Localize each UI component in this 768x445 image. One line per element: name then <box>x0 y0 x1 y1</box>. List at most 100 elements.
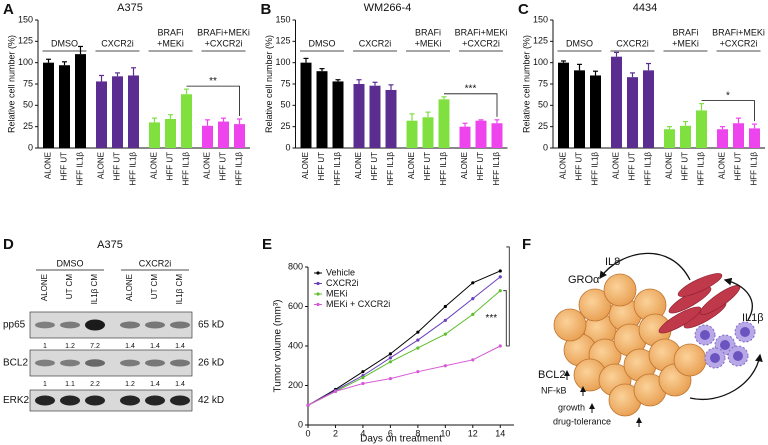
bar <box>300 62 312 148</box>
point <box>361 370 365 374</box>
lane-label: ALONE <box>125 274 134 301</box>
blot-row-label: pp65 <box>3 320 26 331</box>
panel-label: F <box>522 236 531 253</box>
blot-band <box>170 395 190 406</box>
legend-marker <box>316 281 320 286</box>
x-tick-label: HFF IL1β <box>235 152 244 186</box>
bar <box>43 62 54 148</box>
point <box>443 318 447 322</box>
chart-title: 4434 <box>633 2 657 14</box>
x-tick-label: 0 <box>305 428 310 438</box>
blot-band <box>35 321 55 329</box>
chart-title: A375 <box>117 2 143 14</box>
blot-band <box>120 359 140 367</box>
x-tick-label: 8 <box>415 428 420 438</box>
point <box>443 364 447 368</box>
blot-band <box>170 359 190 367</box>
group-label: DMSO <box>309 38 336 48</box>
x-tick-label: HFF IL1β <box>750 152 759 186</box>
bar <box>627 77 638 148</box>
bar <box>165 118 176 148</box>
x-tick-label: ALONE <box>407 152 416 179</box>
bar <box>59 65 70 148</box>
point <box>471 358 475 362</box>
group-label: BRAFi <box>415 27 441 37</box>
bar <box>664 129 675 148</box>
x-tick-label: HFF IL1β <box>333 152 342 186</box>
y-tick-label: 0 <box>285 142 290 152</box>
bar <box>422 117 434 148</box>
y-tick-label: 200 <box>288 380 303 390</box>
x-tick-label: HFF UT <box>166 152 175 181</box>
legend-marker <box>316 271 320 275</box>
bar <box>75 54 86 149</box>
blot-row-label: ERK2 <box>3 395 30 406</box>
tumor-cell <box>578 288 612 322</box>
point <box>498 275 502 279</box>
bar <box>218 121 229 148</box>
quant-label: 1 <box>43 343 47 350</box>
point <box>471 312 475 316</box>
y-tick-label: 150 <box>533 14 548 24</box>
lane-label: IL1β CM <box>175 274 184 305</box>
bar <box>181 94 192 148</box>
group-label: CXCR2i <box>101 38 134 48</box>
group-label: +MEKi <box>415 38 442 48</box>
bar <box>574 70 585 148</box>
x-tick-label: HFF IL1β <box>76 152 85 186</box>
y-tick-label: 125 <box>275 36 290 46</box>
group-label: DMSO <box>566 38 593 48</box>
y-tick-label: 150 <box>18 14 33 24</box>
bar <box>558 62 569 148</box>
series-line <box>307 345 501 406</box>
point <box>498 289 502 293</box>
point <box>333 389 338 394</box>
bar <box>202 125 213 148</box>
group-label: +CXCR2i <box>720 38 758 48</box>
bar <box>475 120 487 148</box>
group-label: CXCR2i <box>139 258 172 268</box>
bar <box>491 123 503 148</box>
x-tick-label: HFF IL1β <box>697 152 706 186</box>
quant-label: 1.4 <box>150 381 160 388</box>
quant-label: 1.4 <box>175 381 185 388</box>
x-tick-label: HFF IL1β <box>182 152 191 186</box>
legend-label: MEKi + CXCR2i <box>326 299 390 309</box>
legend-label: Vehicle <box>326 267 355 277</box>
diagram-label: growth <box>558 402 585 412</box>
y-axis-label: Relative cell number (%) <box>6 35 16 133</box>
group-label: CXCR2i <box>359 38 392 48</box>
group-label: BRAFi+MEKi <box>455 27 508 37</box>
y-tick-label: 100 <box>533 57 548 67</box>
point <box>471 281 475 285</box>
x-tick-label: HFF UT <box>423 152 432 181</box>
point <box>498 269 502 273</box>
bar <box>438 99 450 148</box>
point <box>388 376 392 381</box>
bar <box>96 81 107 148</box>
arrow <box>599 252 691 281</box>
x-tick-label: HFF IL1β <box>591 152 600 186</box>
y-tick-label: 100 <box>275 57 290 67</box>
x-tick-label: HFF UT <box>113 152 122 181</box>
x-tick-label: HFF IL1β <box>386 152 395 186</box>
y-tick-label: 400 <box>288 340 303 350</box>
x-tick-label: ALONE <box>354 152 363 179</box>
point <box>471 297 475 301</box>
y-tick-label: 75 <box>538 78 548 88</box>
x-tick-label: ALONE <box>665 152 674 179</box>
fibroblast <box>658 306 702 334</box>
x-tick-label: HFF UT <box>219 152 228 181</box>
y-tick-label: 50 <box>280 100 290 110</box>
blot-title: A375 <box>97 239 123 251</box>
point <box>416 346 420 350</box>
y-tick-label: 800 <box>288 261 303 271</box>
blot-band <box>85 395 105 406</box>
x-tick-label: ALONE <box>718 152 727 179</box>
x-tick-label: 12 <box>468 428 478 438</box>
y-tick-label: 25 <box>280 121 290 131</box>
series-line <box>307 270 501 406</box>
panel-label: B <box>261 1 272 18</box>
arrow <box>689 353 763 400</box>
